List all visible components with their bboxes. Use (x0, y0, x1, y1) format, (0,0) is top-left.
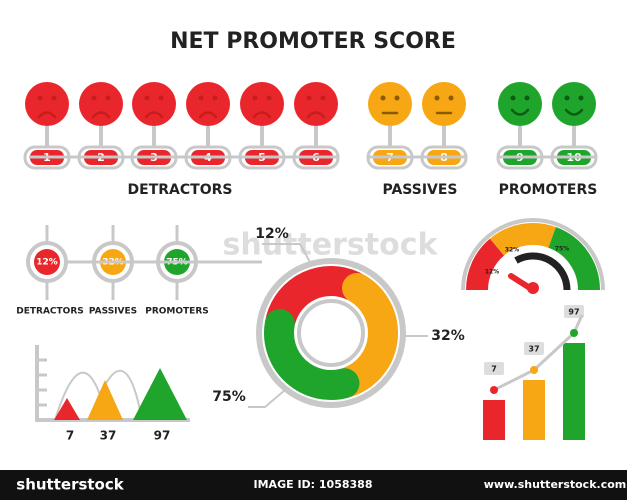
trend-dot (570, 329, 578, 337)
trend (493, 314, 584, 392)
leader (262, 243, 311, 263)
face (79, 82, 123, 126)
face (294, 82, 338, 126)
bar-label: 7 (491, 365, 497, 374)
bar-label: 37 (528, 345, 539, 354)
legend-percent: 12% (36, 258, 58, 268)
eye (394, 95, 400, 101)
gauge-segment (547, 227, 600, 291)
legend-label: PASSIVES (89, 307, 137, 317)
donut-track (256, 258, 406, 408)
face (368, 82, 412, 126)
face (552, 82, 596, 126)
mouth (37, 111, 57, 119)
eye (51, 95, 57, 101)
legend-dot (34, 249, 60, 275)
bar-tag (524, 342, 544, 355)
legend-label: DETRACTORS (16, 307, 83, 317)
eye (144, 95, 150, 101)
peak (54, 398, 80, 420)
bar (563, 343, 585, 440)
gauge-label: 12% (485, 269, 499, 276)
donut-segment (264, 308, 360, 400)
bar-label: 97 (568, 308, 579, 317)
eye (212, 95, 218, 101)
group-label: PASSIVES (382, 182, 457, 198)
eye (266, 95, 272, 101)
face (240, 82, 284, 126)
eye (37, 95, 43, 101)
bar (483, 400, 505, 440)
gauge-label: 32% (505, 247, 519, 254)
donut-inner (297, 299, 365, 367)
eye (198, 95, 204, 101)
eye (380, 95, 386, 101)
group-label: PROMOTERS (499, 182, 598, 198)
eye (578, 95, 584, 101)
mouth (564, 108, 584, 116)
gauge-segment (489, 223, 556, 256)
donut-label: 12% (255, 226, 289, 242)
footer-bar (0, 470, 627, 500)
mouth (198, 111, 218, 119)
eye (564, 95, 570, 101)
watermark: shutterstock (223, 228, 439, 263)
gauge-inner (514, 252, 571, 291)
leader (248, 389, 286, 408)
peak-label: 97 (154, 429, 171, 443)
donut-label: 75% (212, 389, 246, 405)
mouth (144, 111, 164, 119)
eye (524, 95, 530, 101)
mouth (510, 108, 530, 116)
peak-label: 7 (66, 429, 74, 443)
eye (105, 95, 111, 101)
bar-tag (564, 305, 584, 318)
footer-site: www.shutterstock.com (484, 478, 627, 491)
needle-hub (527, 282, 539, 294)
bar (523, 380, 545, 440)
eye (510, 95, 516, 101)
footer-brand: shutterstock (16, 476, 124, 494)
eye (252, 95, 258, 101)
trend-dot (530, 366, 538, 374)
peak (133, 368, 187, 420)
group-label: DETRACTORS (128, 182, 233, 198)
donut-segment (265, 266, 368, 335)
face (422, 82, 466, 126)
title: NET PROMOTER SCORE (170, 29, 456, 54)
peak (87, 380, 123, 420)
gauge-track (461, 218, 605, 291)
donut-segment (333, 272, 398, 397)
face (186, 82, 230, 126)
mouth (252, 111, 272, 119)
gauge-label: 75% (555, 246, 569, 253)
bar-tag (484, 362, 504, 375)
eye (320, 95, 326, 101)
eye (91, 95, 97, 101)
eye (434, 95, 440, 101)
gauge-segment (466, 238, 505, 291)
trend-dot (490, 386, 498, 394)
face (498, 82, 542, 126)
peak-label: 37 (100, 429, 117, 443)
eye (158, 95, 164, 101)
eye (306, 95, 312, 101)
donut-label: 32% (431, 328, 465, 344)
face (25, 82, 69, 126)
footer-id: IMAGE ID: 1058388 (254, 478, 373, 491)
eye (448, 95, 454, 101)
mouth (306, 111, 326, 119)
legend-label: PROMOTERS (145, 307, 208, 317)
mouth (91, 111, 111, 119)
face (132, 82, 176, 126)
